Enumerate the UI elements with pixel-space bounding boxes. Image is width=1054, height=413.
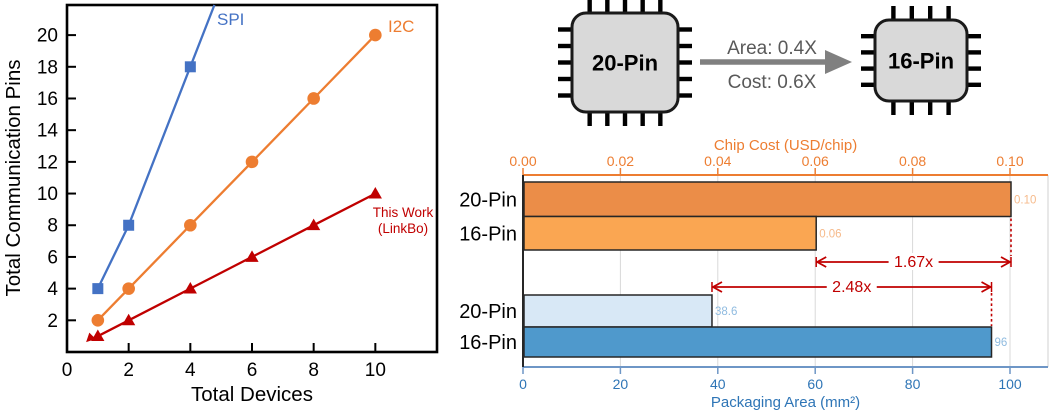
line-start-arrowhead — [86, 332, 96, 343]
marker-circle-i2c — [369, 28, 382, 42]
bar-value-label: 96 — [995, 337, 1008, 349]
bottom-axis-title: Packaging Area (mm²) — [711, 394, 860, 411]
bottom-axis-tick-label: 60 — [807, 376, 823, 392]
y-tick-label: 2 — [47, 311, 58, 332]
x-tick-label: 4 — [185, 360, 196, 381]
bar-20-pin-bottom — [523, 294, 713, 328]
dim-arrowhead-left — [711, 281, 723, 293]
bar-value-label: 38.6 — [715, 306, 737, 318]
bar-value-label: 0.10 — [1014, 194, 1036, 206]
top-axis-tick-label: 0.10 — [996, 153, 1023, 169]
arrow-label-cost: Cost: 0.6X — [728, 72, 817, 93]
dim-label: 2.48x — [832, 279, 871, 296]
marker-circle-i2c — [122, 282, 135, 295]
y-tick-label: 12 — [37, 152, 58, 173]
marker-square-spi — [123, 219, 135, 231]
dim-arrowhead-right — [981, 281, 993, 293]
top-axis-tick-label: 0.08 — [899, 153, 926, 169]
x-tick-label: 6 — [247, 360, 258, 381]
x-tick-label: 2 — [123, 360, 134, 381]
marker-triangle-thiswork — [307, 218, 321, 231]
x-axis-title: Total Devices — [191, 383, 313, 406]
pins-vs-devices-line-chart: 2 4 6 8 10 12 14 16 18 20 0 2 4 6 8 10 Total Communicati… — [2, 3, 439, 406]
dim-label-bg — [826, 278, 877, 295]
marker-square-spi — [184, 61, 196, 73]
top-axis-title: Chip Cost (USD/chip) — [714, 137, 857, 154]
chip-20pin: 20-Pin — [558, 0, 692, 126]
y-tick-label: 4 — [47, 279, 58, 300]
x-tick-label: 10 — [365, 360, 386, 381]
marker-triangle-thiswork — [122, 313, 136, 326]
dim-label: 1.67x — [894, 254, 933, 271]
bottom-axis-tick-label: 0 — [519, 376, 527, 392]
marker-circle-i2c — [91, 314, 105, 327]
y-tick-label: 20 — [37, 26, 58, 47]
bar-category-label: 20-Pin — [459, 189, 517, 211]
chip-label: 16-Pin — [888, 49, 954, 74]
y-tick-label: 14 — [37, 121, 59, 142]
bottom-axis-tick-label: 80 — [905, 376, 921, 392]
bar-category-label: 16-Pin — [459, 332, 517, 354]
y-tick-label: 8 — [47, 216, 58, 237]
bar-20-pin-top — [523, 181, 1012, 218]
top-axis-tick-label: 0.02 — [607, 153, 634, 169]
plot-frame — [65, 3, 439, 354]
series-line-spi — [96, 4, 216, 290]
marker-triangle-thiswork — [91, 329, 105, 342]
bottom-axis-tick-label: 20 — [613, 376, 629, 392]
bar-16-pin-bottom — [523, 326, 993, 358]
chip-16pin: 16-Pin — [861, 6, 981, 115]
top-axis-tick-label: 0.06 — [802, 153, 829, 169]
chip-body — [873, 18, 969, 103]
arrow-label-area: Area: 0.4X — [727, 38, 817, 59]
series-label-i2c: I2C — [388, 17, 414, 36]
chip-label: 20-Pin — [592, 51, 658, 76]
y-tick-label: 16 — [37, 89, 58, 110]
series-label-thiswork-line2: (LinkBo) — [378, 221, 428, 236]
y-tick-label: 6 — [47, 247, 58, 268]
bar-16-pin-top — [523, 215, 817, 251]
bottom-axis-tick-label: 40 — [710, 376, 726, 392]
x-tick-label: 0 — [62, 360, 73, 381]
chip-transition-diagram: 20-Pin 16-Pin Area: 0.4X Cost: 0.6X — [558, 0, 981, 126]
bar-category-label: 16-Pin — [459, 223, 517, 245]
transition-arrow-head — [825, 50, 852, 74]
marker-triangle-thiswork — [245, 250, 259, 262]
marker-square-spi — [92, 283, 104, 295]
y-axis-title: Total Communication Pins — [2, 60, 25, 297]
top-axis-tick-label: 0.04 — [704, 153, 731, 169]
marker-triangle-thiswork — [368, 186, 382, 199]
top-axis-tick-label: 0.00 — [509, 153, 536, 169]
chip-body — [570, 11, 680, 114]
y-tick-label: 18 — [37, 57, 58, 78]
marker-circle-i2c — [184, 218, 197, 232]
marker-triangle-thiswork — [183, 282, 197, 294]
bottom-axis-tick-label: 100 — [998, 376, 1022, 392]
bar-value-label: 0.06 — [819, 228, 841, 240]
marker-circle-i2c — [307, 92, 320, 105]
series-line-i2c — [96, 34, 377, 322]
marker-circle-i2c — [245, 155, 259, 169]
dim-arrowhead-left — [815, 256, 827, 268]
series-label-spi: SPI — [217, 10, 244, 29]
cost-area-bar-chart: 0.00 0.02 0.04 0.06 0.08 0.10 Chip Cost (USD/c… — [459, 137, 1049, 411]
dim-arrowhead-right — [1000, 256, 1012, 268]
bar-category-label: 20-Pin — [459, 301, 517, 323]
series-label-thiswork-line1: This Work — [373, 205, 434, 220]
x-tick-label: 8 — [308, 360, 319, 381]
dim-label-bg — [888, 253, 939, 270]
y-tick-label: 10 — [37, 184, 58, 205]
